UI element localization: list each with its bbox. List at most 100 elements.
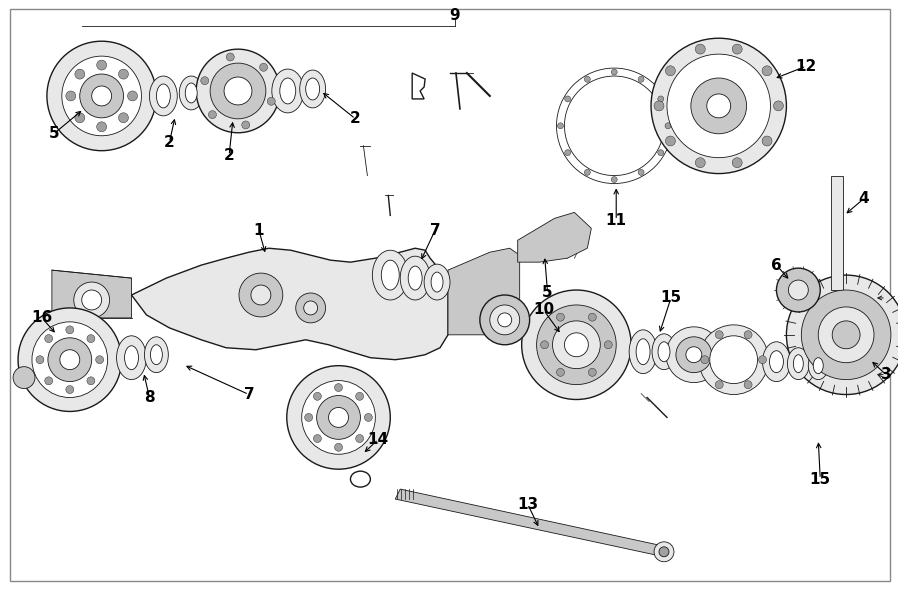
Text: 3: 3 [880,367,891,382]
Circle shape [665,123,671,129]
Circle shape [87,377,94,385]
Circle shape [45,377,53,385]
Ellipse shape [150,345,162,365]
Circle shape [317,395,360,440]
Circle shape [638,169,644,175]
Text: 13: 13 [518,497,538,512]
Circle shape [658,150,664,156]
Circle shape [18,308,122,411]
Circle shape [564,96,571,102]
Ellipse shape [762,342,790,382]
Circle shape [251,285,271,305]
Circle shape [658,96,664,102]
Circle shape [96,60,106,70]
Text: 2: 2 [164,135,175,150]
Circle shape [66,326,74,334]
Circle shape [584,76,590,82]
Ellipse shape [382,260,400,290]
Text: 2: 2 [224,148,234,163]
Circle shape [762,66,772,76]
Circle shape [356,392,364,400]
Text: 10: 10 [533,303,554,317]
Circle shape [59,350,80,370]
Circle shape [335,443,343,451]
Ellipse shape [144,337,168,373]
Circle shape [611,69,617,75]
Circle shape [305,414,312,421]
Ellipse shape [300,70,326,108]
Circle shape [706,94,731,118]
Ellipse shape [117,336,147,379]
Polygon shape [832,176,843,290]
Circle shape [128,91,138,101]
Circle shape [328,408,348,427]
Text: 9: 9 [450,8,460,23]
Ellipse shape [157,84,170,108]
Circle shape [239,273,283,317]
Circle shape [498,313,512,327]
Text: 8: 8 [144,390,155,405]
Circle shape [654,101,664,111]
Ellipse shape [185,83,197,103]
Circle shape [14,366,35,389]
Circle shape [638,76,644,82]
Circle shape [733,158,742,168]
Ellipse shape [149,76,177,116]
Circle shape [62,56,141,136]
Ellipse shape [280,78,296,104]
Circle shape [611,176,617,182]
Circle shape [696,158,706,168]
Circle shape [119,113,129,123]
Circle shape [119,69,129,79]
Circle shape [698,325,769,395]
Ellipse shape [636,339,650,365]
Circle shape [201,77,209,84]
Text: 15: 15 [810,471,831,487]
Ellipse shape [652,334,676,370]
Circle shape [676,337,712,373]
Circle shape [95,356,104,363]
Circle shape [32,322,108,398]
Circle shape [224,77,252,105]
Circle shape [553,321,600,369]
Circle shape [522,290,631,399]
Circle shape [564,333,589,357]
Ellipse shape [808,352,828,379]
Circle shape [226,53,234,61]
Circle shape [74,282,110,318]
Circle shape [287,366,391,469]
Ellipse shape [629,330,657,373]
Text: 4: 4 [859,191,869,206]
Circle shape [80,74,123,118]
Circle shape [744,381,752,389]
Circle shape [313,435,321,442]
Circle shape [801,290,891,379]
Circle shape [667,54,770,158]
Ellipse shape [400,256,430,300]
Circle shape [335,384,343,392]
Text: 14: 14 [368,432,389,447]
Text: 7: 7 [244,387,255,402]
Circle shape [716,331,724,339]
Circle shape [66,91,76,101]
Ellipse shape [373,250,409,300]
Circle shape [710,336,758,384]
Polygon shape [395,489,667,557]
Circle shape [696,44,706,54]
Circle shape [665,66,675,76]
Circle shape [777,268,820,312]
Circle shape [604,341,612,349]
Ellipse shape [409,266,422,290]
Circle shape [584,169,590,175]
Circle shape [666,327,722,382]
Circle shape [788,280,808,300]
Ellipse shape [124,346,139,370]
Circle shape [701,356,709,363]
Ellipse shape [794,355,804,373]
Circle shape [787,275,900,395]
Ellipse shape [424,264,450,300]
Circle shape [364,414,373,421]
Circle shape [313,392,321,400]
Circle shape [589,313,597,321]
Text: 5: 5 [49,126,59,141]
